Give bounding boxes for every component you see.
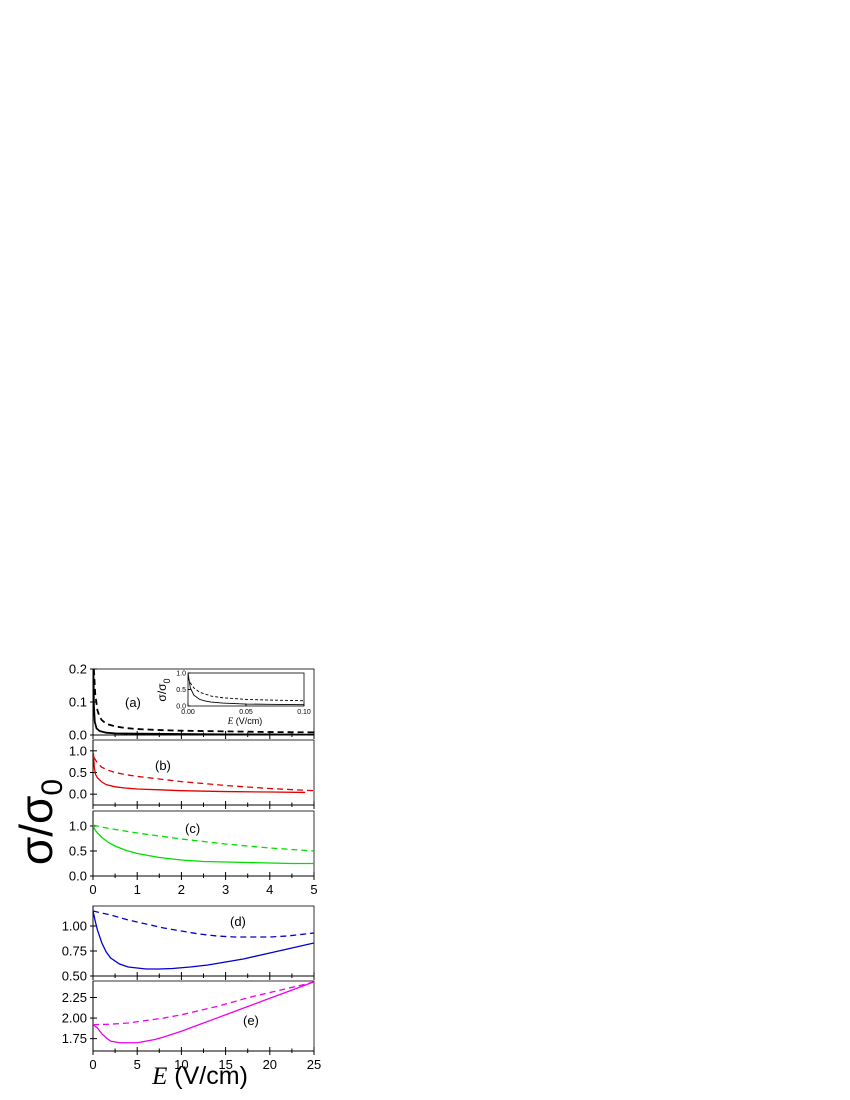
inset-ytick-label: 0.5 bbox=[176, 687, 186, 694]
panel-e-frame bbox=[92, 980, 315, 1052]
inset-x-axis-label-italic: E bbox=[227, 716, 234, 726]
inset-y-axis-label-main: σ/σ bbox=[155, 683, 169, 702]
panel-d-label: (d) bbox=[230, 914, 246, 929]
panel-c-xtick-label: 5 bbox=[310, 882, 317, 897]
main-x-axis-label: E (V/cm) bbox=[151, 1062, 248, 1090]
panel-b-frame bbox=[92, 739, 315, 806]
main-y-axis-label-sub: 0 bbox=[36, 779, 69, 796]
panel-a: 0.0 0.1 0.2 (a) 0.0 0.5 1.0 0.00 0.05 0.10 σ/σ0 E (… bbox=[69, 662, 315, 743]
panel-e-xtick-label: 15 bbox=[218, 1057, 232, 1072]
panel-e-ytick-label: 2.00 bbox=[62, 1011, 87, 1026]
panel-e-series-dashed bbox=[93, 981, 314, 1026]
panels: 0.00.10.2(a) 0.00.51.00.00 0.05 0.10σ/σ0E (… bbox=[62, 662, 322, 1073]
inset-xtick-label: 0.10 bbox=[297, 709, 311, 716]
panel-c: 0.0 0.5 1.0 0 1 2 3 4 5 (c) bbox=[69, 810, 318, 897]
panel-d-series-solid bbox=[93, 910, 314, 970]
panel-d-ytick-label: 0.75 bbox=[62, 944, 87, 959]
panel-c-xtick-label: 2 bbox=[178, 882, 185, 897]
panel-c-xtick-label: 3 bbox=[222, 882, 229, 897]
panel-d-ytick-label: 1.00 bbox=[62, 919, 87, 934]
panel-a-ytick-label: 0.2 bbox=[69, 662, 87, 677]
panel-c-xtick-label: 4 bbox=[266, 882, 273, 897]
inset-ytick-label: 1.0 bbox=[176, 671, 186, 678]
panel-a-ytick-label: 0.1 bbox=[69, 695, 87, 710]
inset-xtick-label: 0.05 bbox=[239, 709, 253, 716]
panel-e-xtick-label: 20 bbox=[263, 1057, 277, 1072]
panel-c-ytick-label: 1.0 bbox=[69, 819, 87, 834]
panel-e-label: (e) bbox=[243, 1013, 259, 1028]
inset-series-dashed bbox=[188, 677, 304, 702]
panel-a-series-solid bbox=[93, 669, 314, 735]
panel-c-frame bbox=[92, 810, 315, 877]
panel-b-ytick-label: 0.5 bbox=[69, 765, 87, 780]
panel-b-series-solid bbox=[93, 752, 306, 794]
main-x-axis-label-rest: (V/cm) bbox=[167, 1062, 248, 1090]
main-y-axis-label: σ/σ0 bbox=[10, 779, 69, 865]
panel-b-series-dashed bbox=[93, 756, 314, 792]
panel-d-ytick-label: 0.50 bbox=[62, 969, 87, 984]
inset-y-axis-label-sub: 0 bbox=[162, 678, 172, 683]
panel-d: 0.50 0.75 1.00 (d) bbox=[62, 905, 315, 984]
panel-e-xtick-label: 25 bbox=[307, 1057, 321, 1072]
panel-b-label: (b) bbox=[155, 758, 171, 773]
inset-xtick-label: 0.00 bbox=[181, 709, 195, 716]
inset-x-axis-label: E (V/cm) bbox=[227, 716, 263, 726]
panel-d-series-dashed bbox=[93, 910, 314, 938]
panel-c-label: (c) bbox=[185, 821, 200, 836]
inset-chart: 0.0 0.5 1.0 0.00 0.05 0.10 σ/σ0 E (V/cm) bbox=[155, 671, 311, 727]
inset-x-axis-label-rest: (V/cm) bbox=[233, 716, 262, 726]
panel-b-ytick-label: 0.0 bbox=[69, 787, 87, 802]
panel-a-ytick-label: 0.0 bbox=[69, 728, 87, 743]
main-x-axis-label-italic: E bbox=[151, 1063, 167, 1090]
panel-c-ytick-label: 0.5 bbox=[69, 844, 87, 859]
panel-c-ytick-label: 0.0 bbox=[69, 869, 87, 884]
panel-e-ytick-label: 1.75 bbox=[62, 1031, 87, 1046]
panel-e-ytick-label: 2.25 bbox=[62, 990, 87, 1005]
inset-ytick-label: 0.0 bbox=[176, 704, 186, 711]
panel-e-xtick-label: 5 bbox=[134, 1057, 141, 1072]
panel-c-xtick-label: 0 bbox=[89, 882, 96, 897]
panel-c-xtick-label: 1 bbox=[134, 882, 141, 897]
panel-c-series-dashed bbox=[93, 824, 314, 852]
panel-c-series-solid bbox=[93, 825, 314, 865]
panel-b-ytick-label: 1.0 bbox=[69, 743, 87, 758]
panel-b: 0.0 0.5 1.0 (b) bbox=[69, 739, 315, 809]
panel-a-series-dashed bbox=[93, 669, 314, 734]
inset-y-axis-label: σ/σ0 bbox=[155, 678, 172, 701]
inset-series-solid bbox=[188, 673, 304, 706]
main-y-axis-label-main: σ/σ bbox=[10, 796, 62, 866]
panel-e-xtick-label: 10 bbox=[174, 1057, 188, 1072]
panel-e-xtick-label: 0 bbox=[89, 1057, 96, 1072]
panel-e: 1.75 2.00 2.25 0 5 10 15 20 25 (e) bbox=[62, 980, 321, 1072]
panel-e-series-solid bbox=[93, 981, 314, 1044]
panel-a-label: (a) bbox=[125, 695, 141, 710]
